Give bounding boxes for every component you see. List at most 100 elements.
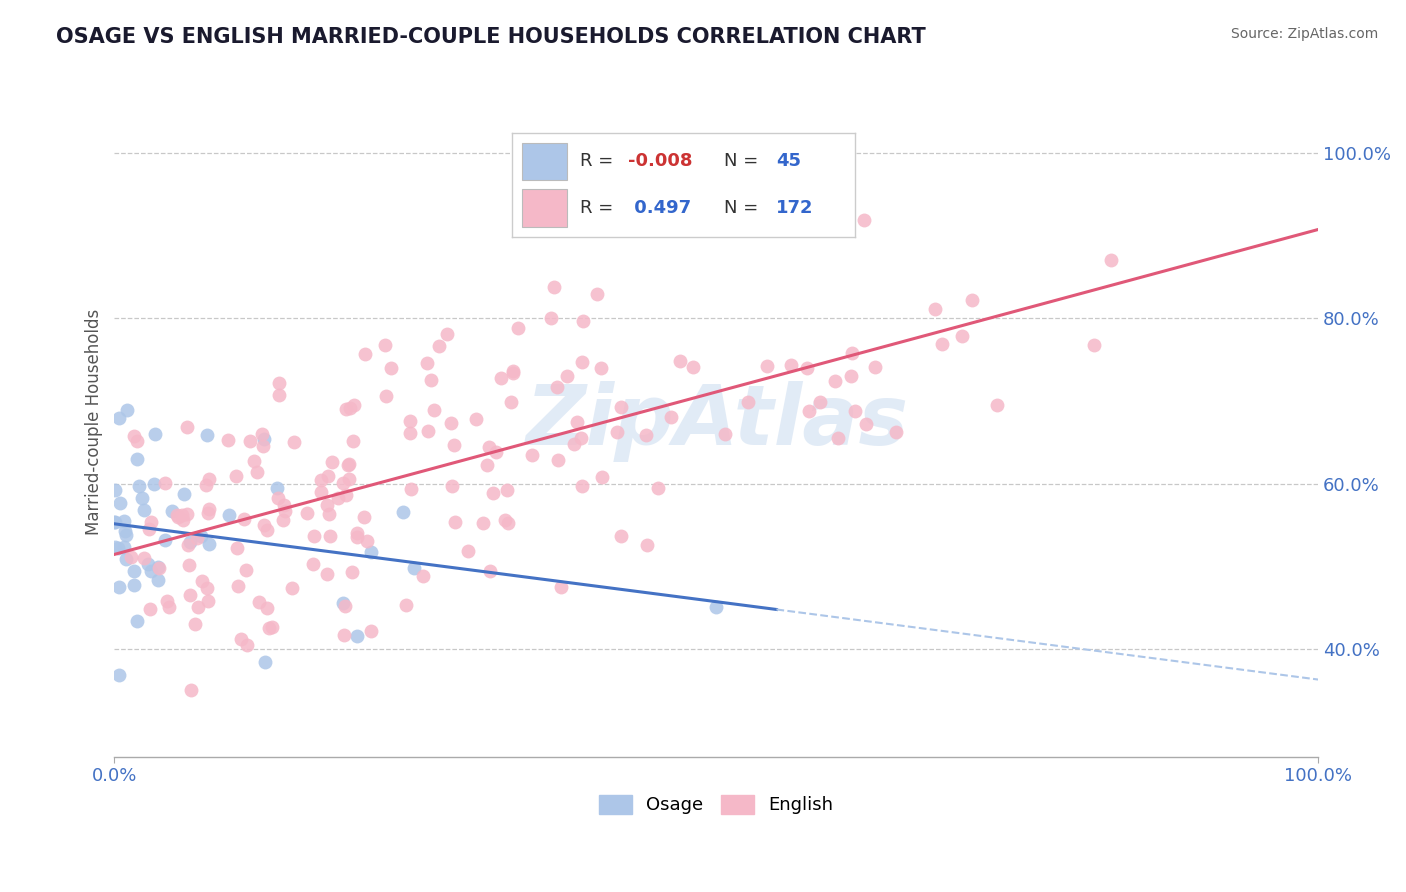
Point [139, 564, 162, 578]
Point [540, 311, 562, 326]
Point [375, 389, 398, 403]
Point [436, 327, 458, 342]
Point [506, 321, 529, 335]
Point [374, 338, 396, 352]
Point [852, 213, 875, 227]
Point [239, 434, 262, 449]
Point [332, 596, 354, 610]
Point [634, 427, 657, 442]
Point [180, 682, 202, 697]
Point [457, 543, 479, 558]
Point [141, 515, 163, 529]
Point [440, 479, 463, 493]
Point [356, 534, 378, 549]
Point [179, 588, 201, 602]
Point [157, 600, 180, 615]
Point [443, 437, 465, 451]
Point [262, 620, 284, 634]
Point [482, 486, 505, 500]
Point [567, 415, 589, 429]
Point [924, 301, 946, 316]
Text: Source: ZipAtlas.com: Source: ZipAtlas.com [1230, 27, 1378, 41]
Point [122, 578, 145, 592]
Point [252, 517, 274, 532]
Point [950, 329, 973, 343]
Point [678, 206, 700, 220]
Point [252, 438, 274, 452]
Point [863, 360, 886, 375]
Point [636, 538, 658, 552]
Point [170, 508, 193, 522]
Point [502, 366, 524, 380]
Point [586, 287, 609, 301]
Point [172, 513, 194, 527]
Point [249, 595, 271, 609]
Point [112, 514, 135, 528]
Point [283, 435, 305, 450]
Point [647, 481, 669, 495]
Point [127, 434, 149, 448]
Point [423, 403, 446, 417]
Point [321, 455, 343, 469]
Point [704, 599, 727, 614]
Point [360, 624, 382, 638]
Point [491, 371, 513, 385]
Point [269, 388, 291, 402]
Point [146, 573, 169, 587]
Point [114, 541, 136, 555]
Point [148, 561, 170, 575]
Point [485, 445, 508, 459]
Point [273, 498, 295, 512]
Point [195, 478, 218, 492]
Point [571, 478, 593, 492]
Point [337, 457, 360, 471]
Point [571, 431, 593, 445]
Point [427, 339, 450, 353]
Point [191, 574, 214, 588]
Point [550, 580, 572, 594]
Point [302, 557, 325, 571]
Point [195, 581, 218, 595]
Point [328, 491, 350, 505]
Point [332, 475, 354, 490]
Point [546, 380, 568, 394]
Point [318, 507, 340, 521]
Point [186, 531, 208, 545]
Point [316, 469, 339, 483]
Point [399, 482, 422, 496]
Point [1099, 252, 1122, 267]
Point [737, 395, 759, 409]
Point [235, 563, 257, 577]
Point [271, 513, 294, 527]
Point [659, 409, 682, 424]
Point [669, 354, 692, 368]
Point [346, 530, 368, 544]
Point [138, 522, 160, 536]
Point [176, 420, 198, 434]
Point [155, 533, 177, 548]
Point [107, 580, 129, 594]
Text: ZipAtlas: ZipAtlas [524, 381, 908, 462]
Point [274, 504, 297, 518]
Point [295, 506, 318, 520]
Point [339, 401, 361, 415]
Point [398, 425, 420, 440]
Point [346, 525, 368, 540]
Point [571, 355, 593, 369]
Point [131, 491, 153, 505]
Point [319, 528, 342, 542]
Point [218, 508, 240, 522]
Point [475, 458, 498, 472]
Point [354, 347, 377, 361]
Point [780, 359, 803, 373]
Point [391, 505, 413, 519]
Point [266, 491, 288, 506]
Point [419, 373, 441, 387]
Point [478, 564, 501, 578]
Point [494, 513, 516, 527]
Point [333, 599, 356, 613]
Point [254, 655, 277, 669]
Point [808, 394, 831, 409]
Point [153, 475, 176, 490]
Point [108, 410, 131, 425]
